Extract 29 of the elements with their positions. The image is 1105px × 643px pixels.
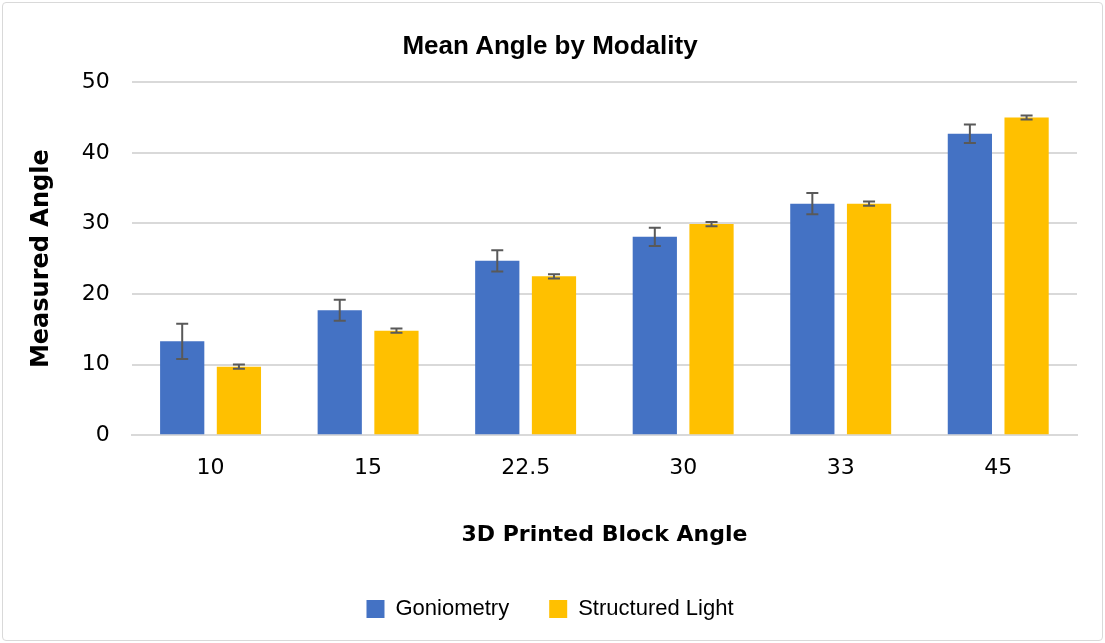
bar — [947, 133, 992, 435]
chart-title: Mean Angle by Modality — [402, 29, 699, 60]
x-tick-label: 45 — [984, 454, 1013, 480]
x-tick-label: 33 — [826, 454, 855, 480]
bar — [475, 260, 520, 435]
y-tick-label: 20 — [81, 279, 110, 305]
x-tick-label: 30 — [669, 454, 698, 480]
bar — [374, 330, 419, 435]
y-axis-title: Measured Angle — [25, 149, 54, 369]
x-tick-label: 22.5 — [501, 454, 551, 480]
bar — [689, 224, 734, 435]
bar — [1004, 117, 1049, 435]
y-tick-label: 10 — [81, 350, 110, 376]
legend-label: Goniometry — [395, 595, 510, 621]
x-axis-title: 3D Printed Block Angle — [461, 520, 748, 546]
x-tick-label: 15 — [354, 454, 383, 480]
y-tick-label: 50 — [81, 67, 110, 93]
bar — [632, 236, 677, 435]
y-tick-label: 0 — [95, 420, 110, 446]
bar — [317, 310, 362, 435]
y-tick-label: 30 — [81, 209, 110, 235]
bar — [790, 203, 835, 435]
y-tick-label: 40 — [81, 138, 110, 164]
bar — [160, 341, 205, 435]
bar — [531, 276, 577, 435]
legend-label: Structured Light — [578, 595, 734, 621]
bar — [216, 366, 262, 435]
x-tick-label: 10 — [196, 454, 225, 480]
bar — [846, 203, 892, 435]
